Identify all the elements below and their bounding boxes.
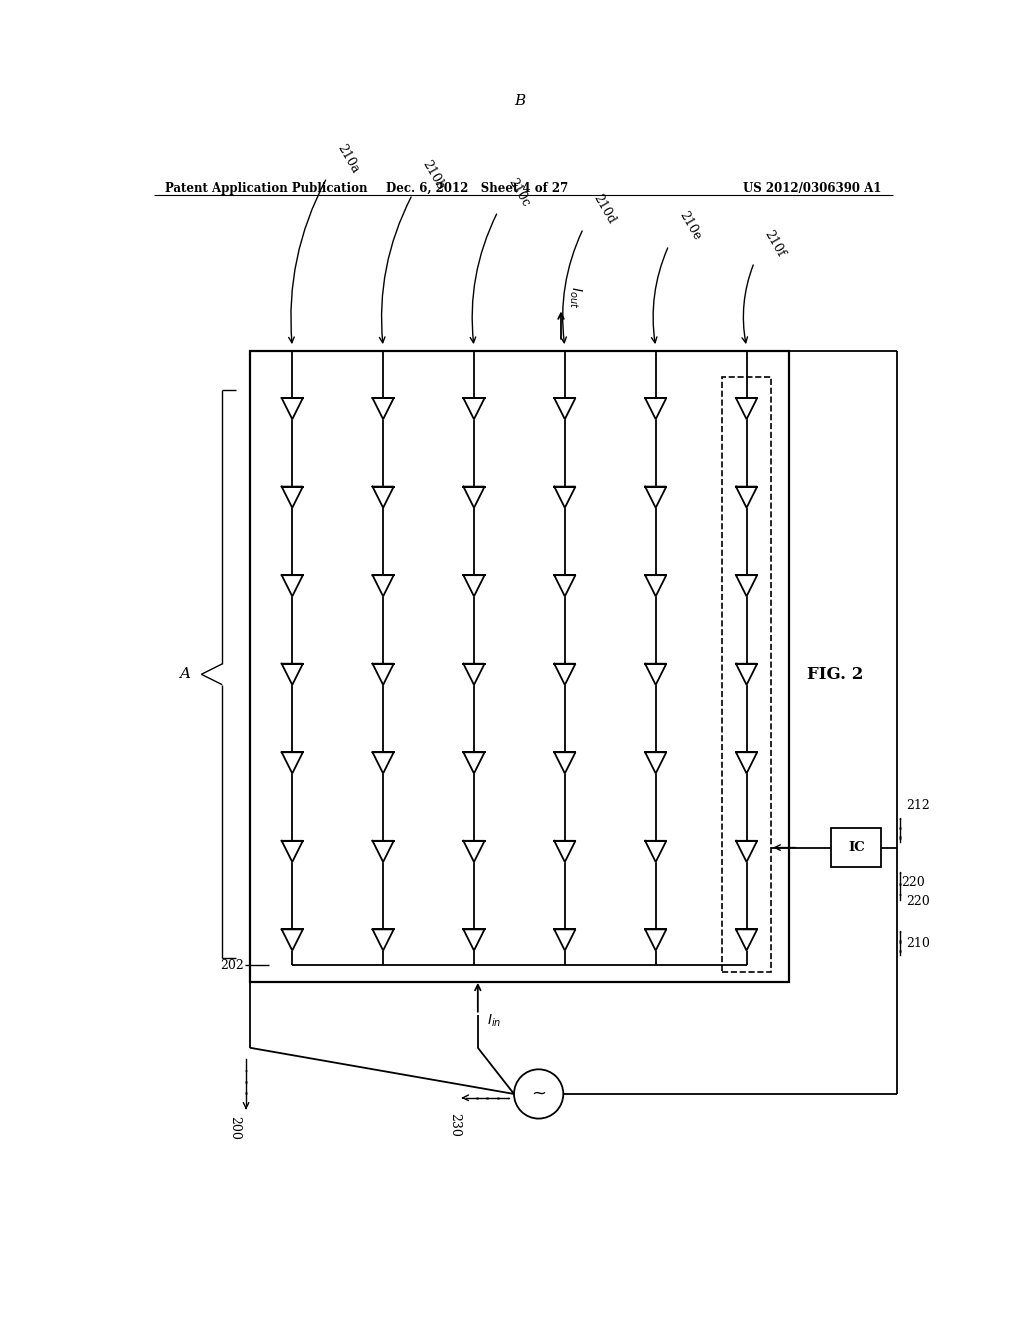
Text: Patent Application Publication: Patent Application Publication — [165, 182, 368, 194]
Polygon shape — [645, 929, 667, 950]
Polygon shape — [736, 487, 757, 508]
Polygon shape — [464, 399, 484, 420]
Polygon shape — [373, 487, 393, 508]
Polygon shape — [736, 752, 757, 774]
Polygon shape — [373, 929, 393, 950]
Polygon shape — [645, 399, 667, 420]
Text: 210d: 210d — [591, 193, 618, 226]
Polygon shape — [645, 841, 667, 862]
Polygon shape — [554, 752, 575, 774]
Polygon shape — [736, 576, 757, 597]
Text: US 2012/0306390 A1: US 2012/0306390 A1 — [743, 182, 882, 194]
Polygon shape — [645, 664, 667, 685]
Polygon shape — [282, 752, 303, 774]
Text: $I_{out}$: $I_{out}$ — [567, 286, 584, 308]
Polygon shape — [464, 929, 484, 950]
Polygon shape — [373, 841, 393, 862]
Polygon shape — [645, 752, 667, 774]
Polygon shape — [464, 664, 484, 685]
Polygon shape — [464, 487, 484, 508]
Polygon shape — [464, 576, 484, 597]
Polygon shape — [373, 576, 393, 597]
Polygon shape — [373, 752, 393, 774]
Text: B: B — [514, 94, 525, 108]
Text: 230: 230 — [449, 1113, 461, 1137]
Bar — [831, 829, 882, 867]
Polygon shape — [282, 576, 303, 597]
Polygon shape — [554, 576, 575, 597]
Text: ~: ~ — [531, 1085, 546, 1104]
Polygon shape — [282, 399, 303, 420]
Polygon shape — [554, 929, 575, 950]
Polygon shape — [464, 752, 484, 774]
Text: 220: 220 — [906, 895, 930, 908]
Text: 210a: 210a — [335, 141, 361, 176]
Polygon shape — [736, 399, 757, 420]
Text: 210b: 210b — [420, 158, 447, 193]
Text: 210: 210 — [906, 937, 930, 950]
Polygon shape — [736, 664, 757, 685]
Polygon shape — [282, 664, 303, 685]
Polygon shape — [645, 487, 667, 508]
Polygon shape — [464, 841, 484, 862]
Polygon shape — [373, 399, 393, 420]
Bar — [250, 351, 788, 982]
Polygon shape — [282, 929, 303, 950]
Text: 212: 212 — [906, 799, 930, 812]
Polygon shape — [645, 576, 667, 597]
Polygon shape — [282, 841, 303, 862]
Text: 200: 200 — [228, 1117, 241, 1140]
Text: Dec. 6, 2012   Sheet 4 of 27: Dec. 6, 2012 Sheet 4 of 27 — [386, 182, 568, 194]
Text: 210e: 210e — [677, 210, 703, 243]
Polygon shape — [736, 929, 757, 950]
Text: FIG. 2: FIG. 2 — [807, 665, 863, 682]
Text: IC: IC — [848, 841, 864, 854]
Polygon shape — [373, 664, 393, 685]
Text: 210c: 210c — [506, 176, 532, 209]
Bar — [722, 376, 771, 972]
Text: $I_{in}$: $I_{in}$ — [487, 1012, 502, 1030]
Polygon shape — [554, 664, 575, 685]
Text: 202: 202 — [220, 958, 244, 972]
Text: A: A — [179, 668, 189, 681]
Polygon shape — [282, 487, 303, 508]
Text: 220: 220 — [901, 876, 925, 890]
Polygon shape — [736, 841, 757, 862]
Polygon shape — [554, 487, 575, 508]
Polygon shape — [554, 841, 575, 862]
Polygon shape — [554, 399, 575, 420]
Text: 210f: 210f — [762, 227, 787, 259]
